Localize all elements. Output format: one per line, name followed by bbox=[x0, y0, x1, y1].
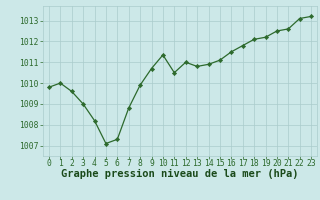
X-axis label: Graphe pression niveau de la mer (hPa): Graphe pression niveau de la mer (hPa) bbox=[61, 169, 299, 179]
